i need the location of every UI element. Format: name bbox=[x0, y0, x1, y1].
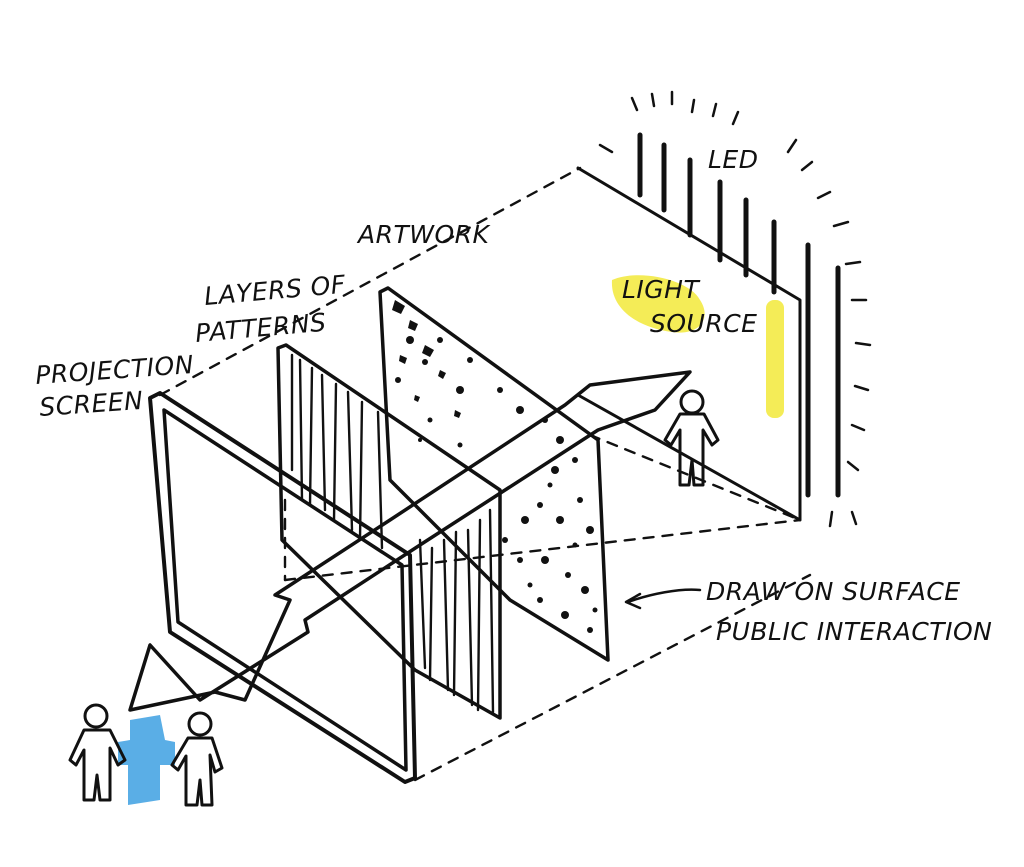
light-source-highlights bbox=[611, 275, 784, 418]
label-light-line1: LIGHT bbox=[622, 275, 700, 304]
visitors-group bbox=[68, 703, 224, 807]
person-icon bbox=[170, 711, 224, 807]
construction-dashed-lines bbox=[158, 166, 812, 782]
label-projection-line1: PROJECTION bbox=[34, 350, 194, 390]
label-light-line2: SOURCE bbox=[650, 309, 757, 338]
arrow-icon bbox=[128, 370, 692, 712]
label-draw-line1: DRAW ON SURFACE bbox=[706, 577, 961, 606]
person-icon bbox=[68, 703, 127, 802]
label-artwork: ARTWORK bbox=[356, 220, 492, 249]
glow-rays bbox=[598, 90, 872, 528]
label-draw-line2: PUBLIC INTERACTION bbox=[716, 617, 992, 646]
label-layers-line1: LAYERS OF bbox=[203, 270, 347, 311]
patterns-panel bbox=[276, 343, 502, 720]
projection-screen bbox=[148, 391, 417, 784]
pointer-arrow bbox=[624, 588, 702, 610]
led-tube-icon bbox=[637, 132, 841, 498]
label-projection-line2: SCREEN bbox=[38, 386, 144, 422]
label-led: LED bbox=[708, 145, 758, 174]
label-layers-line2: PATTERNS bbox=[194, 308, 327, 348]
person-icon bbox=[663, 389, 720, 487]
labels: LED ARTWORK LAYERS OF PATTERNS LIGHT SOU… bbox=[34, 145, 992, 646]
artwork-panel bbox=[378, 286, 610, 662]
